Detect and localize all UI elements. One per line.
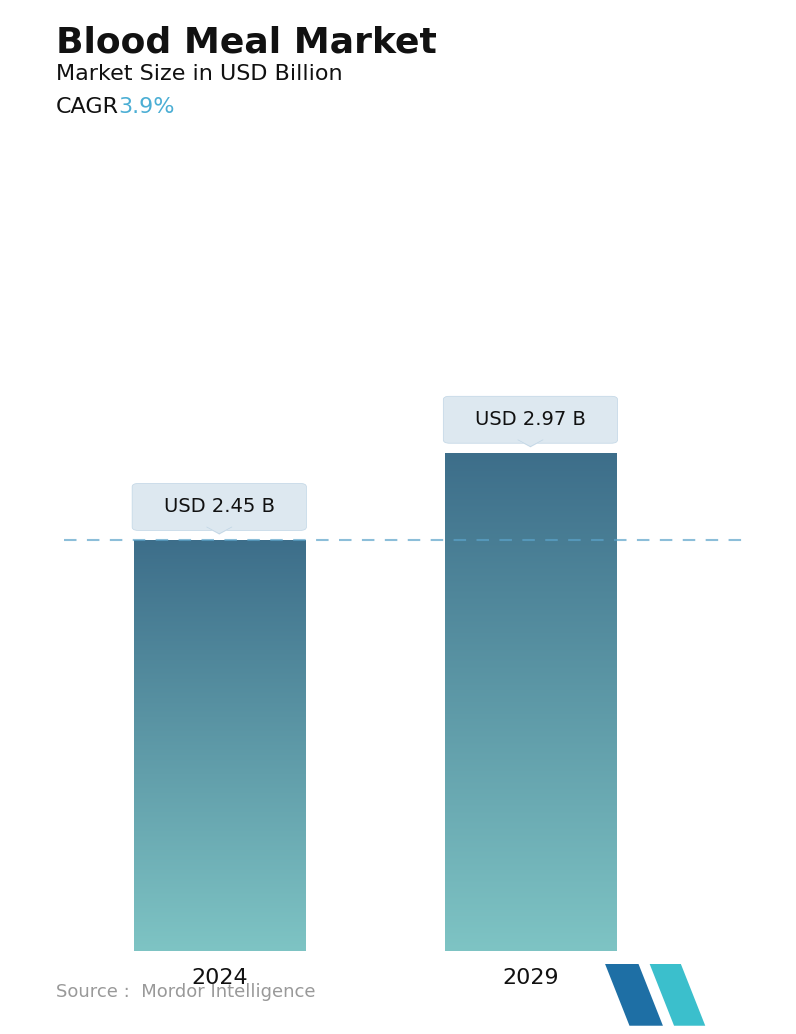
Polygon shape [650,964,705,1026]
Text: CAGR: CAGR [56,97,119,117]
Polygon shape [207,527,232,534]
Polygon shape [518,439,543,447]
Text: Blood Meal Market: Blood Meal Market [56,26,436,60]
Text: Market Size in USD Billion: Market Size in USD Billion [56,64,342,84]
Text: USD 2.45 B: USD 2.45 B [164,497,275,516]
Polygon shape [605,964,663,1026]
Text: 3.9%: 3.9% [118,97,174,117]
Text: Source :  Mordor Intelligence: Source : Mordor Intelligence [56,983,315,1001]
Text: USD 2.97 B: USD 2.97 B [475,410,586,429]
FancyBboxPatch shape [443,396,618,444]
FancyBboxPatch shape [132,484,306,530]
